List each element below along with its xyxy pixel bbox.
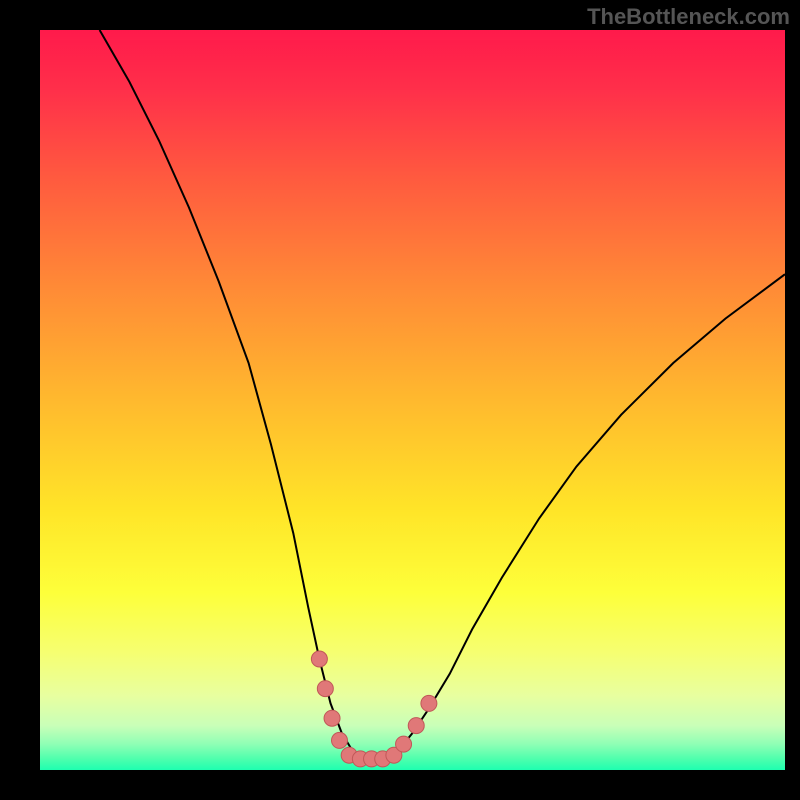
curve-marker (324, 710, 340, 726)
gradient-bg (40, 30, 785, 770)
chart-svg (40, 30, 785, 770)
curve-marker (331, 732, 347, 748)
chart-plot-area (40, 30, 785, 770)
curve-marker (421, 695, 437, 711)
curve-marker (317, 681, 333, 697)
watermark-label: TheBottleneck.com (587, 4, 790, 30)
curve-marker (396, 736, 412, 752)
curve-marker (311, 651, 327, 667)
curve-marker (408, 718, 424, 734)
